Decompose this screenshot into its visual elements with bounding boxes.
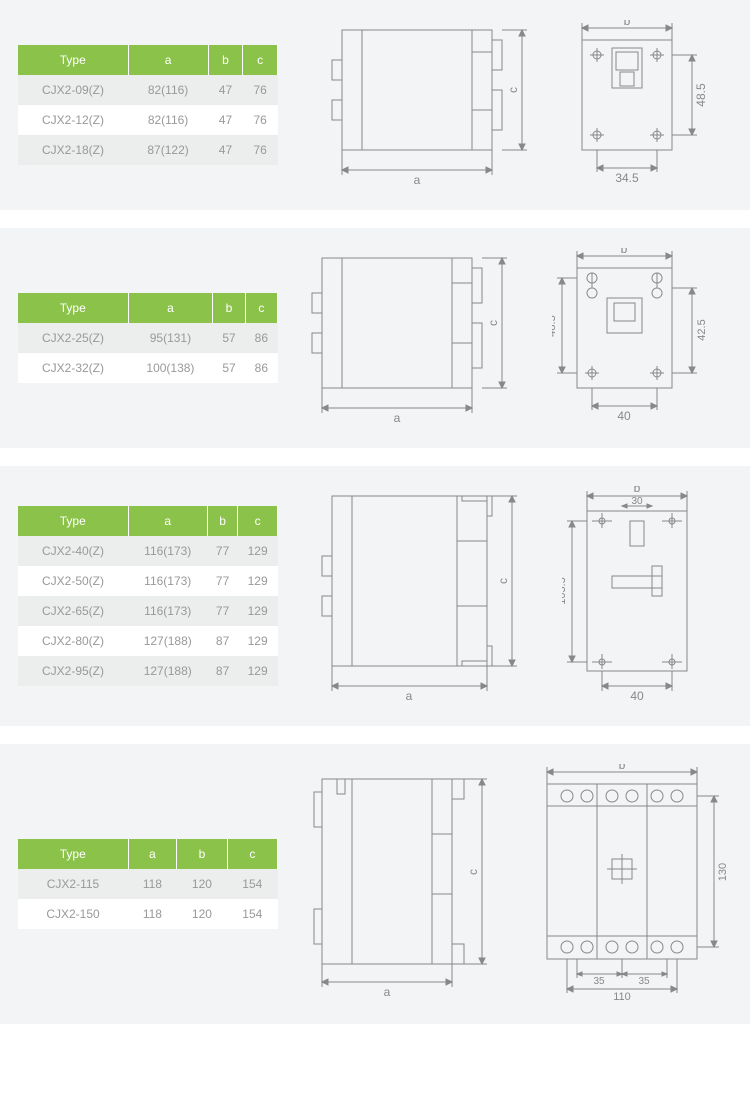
table-row: CJX2-12(Z) 82(116) 47 76 — [18, 105, 278, 135]
dimension-table-1: Type a b c CJX2-09(Z) 82(116) 47 76 CJX2… — [18, 45, 278, 165]
svg-text:a: a — [394, 411, 401, 425]
side-view-diagram: a c — [302, 764, 502, 1004]
section-1: Type a b c CJX2-09(Z) 82(116) 47 76 CJX2… — [0, 0, 750, 210]
front-view-diagram: b 30 105.5 40 — [562, 486, 732, 706]
svg-text:b: b — [619, 764, 626, 772]
col-c: c — [243, 45, 278, 75]
section-2: Type a b c CJX2-25(Z) 95(131) 57 86 CJX2… — [0, 228, 750, 448]
table-row: CJX2-80(Z)127(188)87129 — [18, 626, 278, 656]
table-row: CJX2-25(Z) 95(131) 57 86 — [18, 323, 278, 353]
front-view-diagram: b 130 35 35 110 — [532, 764, 732, 1004]
svg-text:b: b — [624, 20, 631, 28]
col-b: b — [208, 45, 243, 75]
svg-text:30: 30 — [631, 496, 643, 507]
svg-text:a: a — [406, 689, 413, 703]
table-row: CJX2-95(Z)127(188)87129 — [18, 656, 278, 686]
svg-text:42.5: 42.5 — [696, 319, 708, 340]
svg-text:c: c — [496, 578, 510, 584]
svg-text:34.5: 34.5 — [615, 171, 639, 185]
svg-text:35: 35 — [593, 976, 605, 987]
svg-text:48.5: 48.5 — [694, 83, 708, 107]
svg-text:130: 130 — [717, 863, 729, 881]
svg-text:c: c — [506, 87, 520, 93]
svg-text:b: b — [621, 248, 628, 256]
section-4: Type a b c CJX2-115118120154 CJX2-150118… — [0, 744, 750, 1024]
table-row: CJX2-32(Z) 100(138) 57 86 — [18, 353, 278, 383]
dimension-table-4: Type a b c CJX2-115118120154 CJX2-150118… — [18, 839, 278, 929]
table-row: CJX2-18(Z) 87(122) 47 76 — [18, 135, 278, 165]
svg-text:40: 40 — [630, 689, 644, 703]
table-row: CJX2-50(Z)116(173)77129 — [18, 566, 278, 596]
table-row: CJX2-65(Z)116(173)77129 — [18, 596, 278, 626]
dimension-table-3: Type a b c CJX2-40(Z)116(173)77129 CJX2-… — [18, 506, 278, 686]
section-3: Type a b c CJX2-40(Z)116(173)77129 CJX2-… — [0, 466, 750, 726]
table-row: CJX2-115118120154 — [18, 869, 278, 899]
svg-text:c: c — [486, 320, 500, 326]
svg-text:a: a — [414, 173, 421, 187]
side-view-diagram: a c — [312, 486, 532, 706]
front-view-diagram: b 48.5 34.5 — [572, 20, 732, 190]
side-view-diagram: a c — [322, 20, 542, 190]
svg-text:b: b — [634, 486, 641, 495]
svg-text:110: 110 — [613, 991, 631, 1003]
svg-text:c: c — [466, 869, 480, 875]
dimension-table-2: Type a b c CJX2-25(Z) 95(131) 57 86 CJX2… — [18, 293, 278, 383]
side-view-diagram: a c — [302, 248, 522, 428]
svg-text:105.5: 105.5 — [562, 577, 568, 605]
svg-text:40: 40 — [617, 409, 631, 423]
svg-text:a: a — [384, 985, 391, 999]
table-row: CJX2-09(Z) 82(116) 47 76 — [18, 75, 278, 105]
table-row: CJX2-40(Z)116(173)77129 — [18, 536, 278, 566]
col-a: a — [128, 45, 208, 75]
svg-text:48.5: 48.5 — [552, 315, 558, 336]
col-type: Type — [18, 45, 128, 75]
svg-text:35: 35 — [638, 976, 650, 987]
table-row: CJX2-150118120154 — [18, 899, 278, 929]
front-view-diagram: b 48.5 42.5 40 — [552, 248, 732, 428]
